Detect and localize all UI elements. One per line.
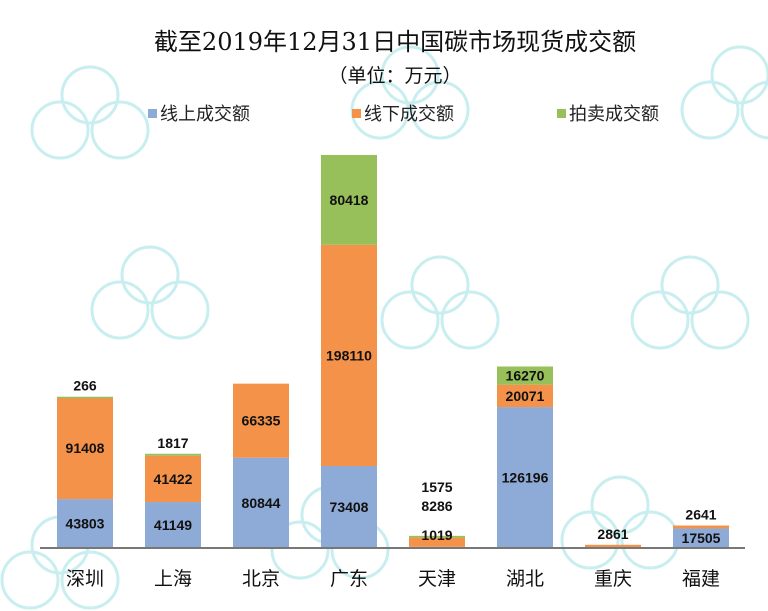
- bar-segment: [409, 537, 465, 547]
- data-label: 266: [73, 378, 97, 394]
- data-label: 73408: [330, 499, 369, 515]
- legend: 线上成交额 线下成交额 拍卖成交额: [148, 104, 659, 125]
- bar-segment: [321, 244, 377, 467]
- category-label: 天津: [418, 568, 456, 590]
- data-label: 1817: [157, 435, 188, 451]
- data-label: 2641: [685, 507, 716, 523]
- bar-segment: [145, 453, 201, 456]
- category-label: 深圳: [66, 568, 104, 590]
- data-label: 91408: [66, 440, 105, 456]
- bar-segment: [409, 535, 465, 538]
- bar-segment: [145, 455, 201, 503]
- watermark: [0, 45, 768, 610]
- data-label: 1575: [421, 479, 452, 495]
- bar-segment: [673, 525, 729, 529]
- data-label: 43803: [66, 516, 105, 532]
- data-label: 2861: [597, 526, 628, 542]
- bar-segment: [57, 499, 113, 548]
- category-label: 福建: [682, 568, 720, 590]
- data-label: 80418: [330, 192, 369, 208]
- bar-segment: [145, 502, 201, 548]
- legend-swatch-offline: [352, 109, 361, 118]
- legend-swatch-auction: [557, 109, 566, 118]
- bars: 43803 91408 266 41149 41422 1817 80844 66335 734…: [57, 155, 729, 549]
- bar-segment: [497, 407, 553, 548]
- category-label: 广东: [330, 568, 368, 590]
- data-label: 66335: [242, 413, 281, 429]
- bar-segment: [497, 366, 553, 385]
- data-label: 8286: [421, 498, 452, 514]
- legend-swatch-online: [148, 109, 157, 118]
- bar-segment: [585, 544, 641, 548]
- chart-title: 截至2019年12月31日中国碳市场现货成交额: [154, 28, 636, 56]
- category-labels: 深圳 上海 北京 广东 天津 湖北 重庆 福建: [66, 568, 720, 590]
- legend-label-auction: 拍卖成交额: [569, 104, 659, 125]
- data-label: 17505: [682, 530, 721, 546]
- category-label: 北京: [242, 568, 280, 590]
- data-label: 126196: [502, 470, 549, 486]
- bar-segment: [497, 384, 553, 408]
- bar-segment: [321, 155, 377, 245]
- data-label: 20071: [506, 388, 545, 404]
- legend-label-online: 线上成交额: [160, 104, 250, 125]
- bar-segment: [233, 383, 289, 458]
- category-label: 湖北: [506, 568, 544, 590]
- data-label: 41422: [154, 471, 193, 487]
- data-label: 41149: [154, 517, 192, 533]
- category-label: 重庆: [594, 568, 632, 590]
- data-label: 16270: [506, 368, 545, 384]
- data-label: 198110: [326, 347, 372, 363]
- bar-segment: [233, 457, 289, 548]
- bar-segment: [321, 466, 377, 548]
- data-label: 1019: [421, 527, 452, 543]
- data-label: 80844: [242, 495, 281, 511]
- bar-segment: [57, 396, 113, 399]
- bar-segment: [673, 528, 729, 548]
- chart-subtitle: （单位：万元）: [328, 65, 461, 87]
- legend-label-offline: 线下成交额: [364, 104, 454, 125]
- category-label: 上海: [154, 568, 192, 590]
- bar-segment: [57, 397, 113, 500]
